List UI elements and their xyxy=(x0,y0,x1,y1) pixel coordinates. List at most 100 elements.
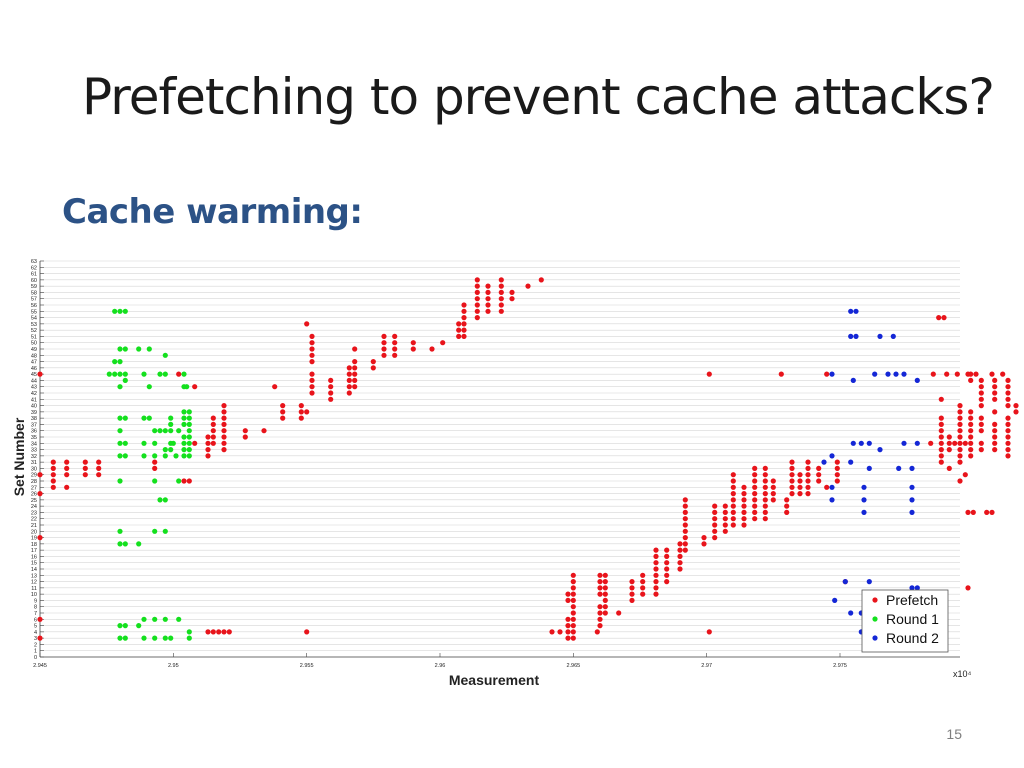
prefetch-point xyxy=(461,327,467,333)
round-2-point xyxy=(858,440,864,446)
prefetch-point xyxy=(629,579,635,585)
prefetch-point xyxy=(682,535,688,541)
round-1-point xyxy=(117,359,123,365)
prefetch-point xyxy=(461,315,467,321)
round-2-point xyxy=(909,465,915,471)
y-tick-label: 10 xyxy=(31,592,37,598)
round-1-point xyxy=(136,541,142,547)
y-tick-label: 55 xyxy=(31,309,37,315)
round-1-point xyxy=(170,440,176,446)
prefetch-point xyxy=(938,453,944,459)
prefetch-point xyxy=(498,302,504,308)
prefetch-point xyxy=(978,440,984,446)
prefetch-point xyxy=(37,616,43,622)
prefetch-point xyxy=(597,604,603,610)
prefetch-point xyxy=(664,547,670,553)
x-tick-label: 2.945 xyxy=(33,663,47,669)
round-2-point xyxy=(861,484,867,490)
prefetch-point xyxy=(701,535,707,541)
round-1-point xyxy=(117,440,123,446)
prefetch-point xyxy=(352,365,358,371)
prefetch-point xyxy=(280,409,286,415)
legend-marker xyxy=(872,597,878,603)
round-1-point xyxy=(146,384,152,390)
round-1-point xyxy=(146,415,152,421)
y-tick-label: 63 xyxy=(31,259,37,265)
prefetch-point xyxy=(570,616,576,622)
prefetch-point xyxy=(1005,453,1011,459)
prefetch-point xyxy=(629,597,635,603)
round-2-point xyxy=(861,509,867,515)
prefetch-point xyxy=(461,302,467,308)
y-tick-label: 24 xyxy=(31,504,37,510)
round-2-point xyxy=(866,440,872,446)
round-1-point xyxy=(122,440,128,446)
prefetch-point xyxy=(797,484,803,490)
prefetch-point xyxy=(789,484,795,490)
prefetch-point xyxy=(722,528,728,534)
prefetch-point xyxy=(677,560,683,566)
prefetch-point xyxy=(834,465,840,471)
prefetch-point xyxy=(570,572,576,578)
prefetch-point xyxy=(805,491,811,497)
prefetch-point xyxy=(957,440,963,446)
y-tick-label: 31 xyxy=(31,460,37,466)
prefetch-point xyxy=(778,371,784,377)
y-tick-label: 46 xyxy=(31,366,37,372)
prefetch-point xyxy=(1005,415,1011,421)
round-1-point xyxy=(162,635,168,641)
prefetch-point xyxy=(701,541,707,547)
prefetch-point xyxy=(722,503,728,509)
round-1-point xyxy=(162,447,168,453)
prefetch-point xyxy=(712,509,718,515)
round-1-point xyxy=(181,440,187,446)
x-tick-label: 2.975 xyxy=(833,663,847,669)
y-tick-label: 36 xyxy=(31,429,37,435)
prefetch-point xyxy=(309,340,315,346)
prefetch-point xyxy=(640,591,646,597)
round-1-point xyxy=(162,528,168,534)
prefetch-point xyxy=(741,503,747,509)
prefetch-point xyxy=(968,447,974,453)
prefetch-point xyxy=(280,415,286,421)
round-2-point xyxy=(872,371,878,377)
prefetch-point xyxy=(978,396,984,402)
y-tick-label: 22 xyxy=(31,517,37,523)
prefetch-point xyxy=(352,359,358,365)
y-tick-label: 40 xyxy=(31,404,37,410)
prefetch-point xyxy=(221,415,227,421)
y-tick-label: 0 xyxy=(34,655,37,661)
round-1-point xyxy=(181,434,187,440)
tick-labels: 0123456789101112131415161718192021222324… xyxy=(31,259,847,669)
round-1-point xyxy=(122,371,128,377)
y-tick-label: 9 xyxy=(34,598,37,604)
round-1-point xyxy=(181,453,187,459)
prefetch-point xyxy=(762,484,768,490)
round-1-point xyxy=(168,415,174,421)
page-number: 15 xyxy=(946,726,962,742)
round-1-point xyxy=(186,629,192,635)
prefetch-point xyxy=(1013,403,1019,409)
round-1-point xyxy=(146,346,152,352)
round-1-point xyxy=(168,421,174,427)
prefetch-point xyxy=(242,434,248,440)
prefetch-point xyxy=(456,321,462,327)
prefetch-point xyxy=(37,535,43,541)
prefetch-point xyxy=(602,610,608,616)
prefetch-point xyxy=(461,321,467,327)
round-1-point xyxy=(117,623,123,629)
round-2-point xyxy=(909,585,915,591)
round-1-point xyxy=(117,478,123,484)
prefetch-point xyxy=(762,478,768,484)
prefetch-point xyxy=(221,428,227,434)
prefetch-point xyxy=(298,403,304,409)
y-tick-label: 50 xyxy=(31,341,37,347)
prefetch-point xyxy=(328,396,334,402)
y-tick-label: 18 xyxy=(31,542,37,548)
prefetch-point xyxy=(653,547,659,553)
prefetch-point xyxy=(730,516,736,522)
prefetch-point xyxy=(192,384,198,390)
round-2-point xyxy=(893,371,899,377)
y-tick-label: 19 xyxy=(31,536,37,542)
prefetch-point xyxy=(82,459,88,465)
